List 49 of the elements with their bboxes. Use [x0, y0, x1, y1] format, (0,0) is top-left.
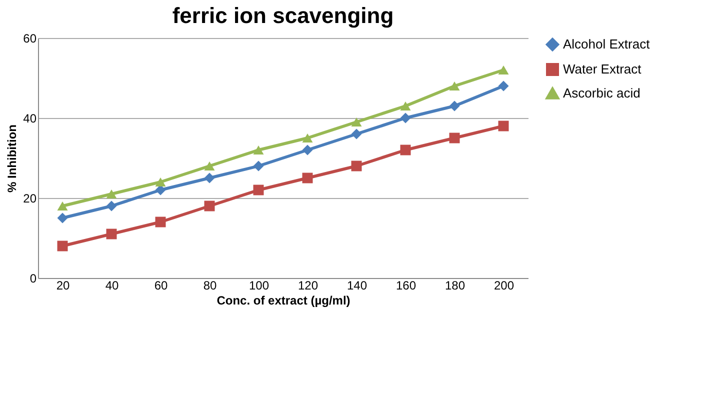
- point: [204, 161, 215, 171]
- point: [351, 128, 362, 140]
- y-tick-label: 60: [23, 32, 37, 46]
- point: [106, 228, 117, 240]
- x-tick-label: 20: [56, 278, 70, 292]
- point: [253, 160, 264, 172]
- point: [351, 160, 362, 172]
- point: [449, 100, 460, 112]
- point: [57, 212, 68, 224]
- point: [204, 172, 215, 184]
- point: [449, 81, 460, 91]
- x-tick-label: 100: [248, 278, 270, 292]
- point: [498, 80, 509, 92]
- y-tick-label: 40: [23, 112, 37, 126]
- point: [498, 120, 509, 132]
- x-tick-label: 80: [203, 278, 217, 292]
- x-tick-label: 160: [396, 278, 416, 292]
- point: [57, 240, 68, 252]
- x-tick-label: 140: [346, 278, 368, 292]
- y-tick-label: 20: [23, 192, 37, 206]
- point: [400, 101, 411, 111]
- x-tick-label: 120: [298, 278, 318, 292]
- point: [400, 112, 411, 124]
- point: [106, 189, 117, 199]
- point: [155, 177, 166, 187]
- legend-label: Alcohol Extract: [563, 36, 650, 52]
- x-tick-label: 200: [494, 278, 514, 292]
- point: [204, 200, 215, 212]
- x-tick-label: 180: [444, 278, 466, 292]
- point: [57, 201, 68, 211]
- point: [351, 117, 362, 127]
- legend-label: Water Extract: [563, 62, 642, 76]
- x-tick-label: 40: [105, 278, 119, 292]
- point: [400, 144, 411, 156]
- point: [302, 172, 313, 184]
- point: [302, 144, 313, 156]
- point: [253, 184, 264, 196]
- x-tick-label: 60: [154, 278, 168, 292]
- point: [106, 200, 117, 212]
- point: [449, 132, 460, 144]
- point: [155, 216, 166, 228]
- legend-label: Ascorbic acid: [563, 86, 640, 100]
- point: [498, 65, 509, 75]
- point: [253, 145, 264, 155]
- y-axis-title: % Inhibition: [5, 124, 20, 192]
- x-axis-title: Conc. of extract (µg/ml): [216, 294, 350, 308]
- y-tick-label: 0: [30, 272, 37, 286]
- chart-title: ferric ion scavenging: [172, 3, 394, 28]
- point: [302, 133, 313, 143]
